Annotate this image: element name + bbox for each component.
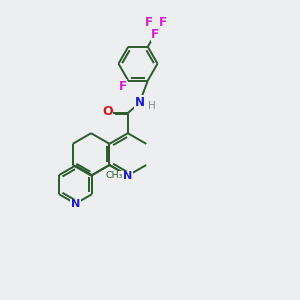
Text: N: N [71, 199, 80, 209]
Text: F: F [151, 28, 159, 41]
Text: F: F [119, 80, 127, 93]
Text: F: F [159, 16, 167, 29]
Text: N: N [135, 96, 145, 109]
Text: H: H [148, 101, 156, 111]
Text: CH₃: CH₃ [106, 171, 123, 180]
Text: N: N [123, 171, 133, 181]
Text: F: F [145, 16, 153, 28]
Text: O: O [102, 105, 113, 118]
